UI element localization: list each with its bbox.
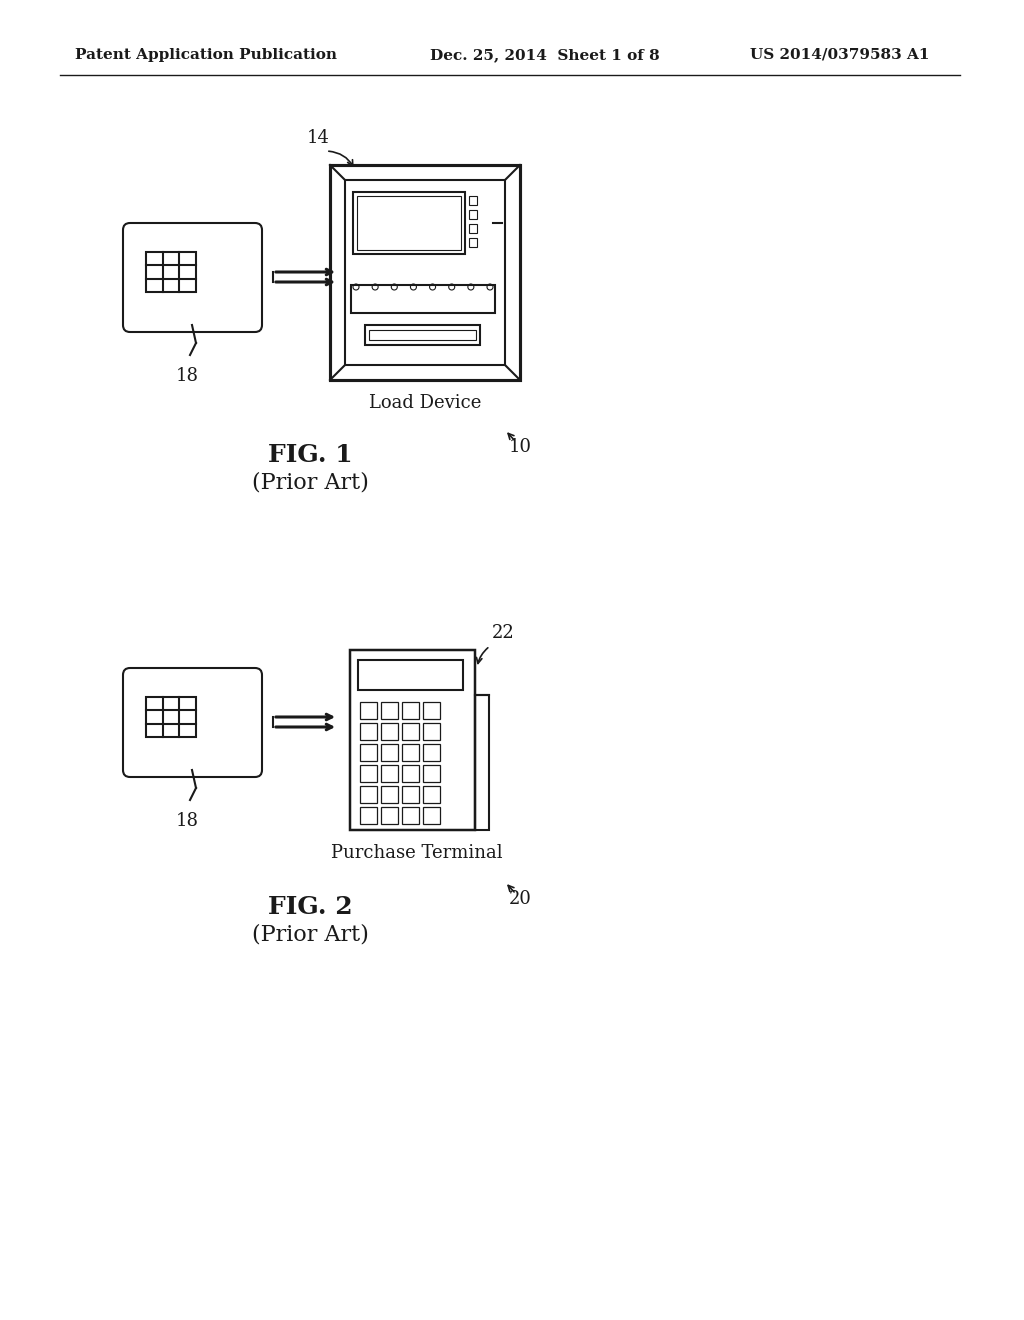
Bar [381, 807, 398, 824]
Text: 20: 20 [509, 890, 531, 908]
Bar [381, 744, 398, 762]
Bar [360, 785, 377, 803]
Text: 10: 10 [509, 438, 531, 455]
Text: Purchase Terminal: Purchase Terminal [331, 843, 503, 862]
Bar [402, 702, 419, 719]
Bar [360, 807, 377, 824]
Text: FIG. 1: FIG. 1 [267, 444, 352, 467]
Text: (Prior Art): (Prior Art) [252, 923, 369, 945]
Bar [146, 252, 196, 292]
Bar [365, 325, 480, 345]
Bar [475, 696, 489, 830]
Bar [360, 723, 377, 741]
Bar [369, 330, 476, 341]
Bar [469, 224, 477, 234]
Bar [381, 723, 398, 741]
Bar [402, 785, 419, 803]
Text: FIG. 2: FIG. 2 [267, 895, 352, 919]
Bar [402, 744, 419, 762]
Bar [469, 238, 477, 247]
Bar [402, 723, 419, 741]
Bar [357, 195, 461, 249]
Bar [469, 210, 477, 219]
Bar [469, 195, 477, 205]
FancyBboxPatch shape [123, 223, 262, 333]
Text: Dec. 25, 2014  Sheet 1 of 8: Dec. 25, 2014 Sheet 1 of 8 [430, 48, 659, 62]
Bar [423, 702, 440, 719]
Bar [402, 807, 419, 824]
Text: US 2014/0379583 A1: US 2014/0379583 A1 [750, 48, 930, 62]
Bar [381, 702, 398, 719]
Text: (Prior Art): (Prior Art) [252, 471, 369, 492]
Bar [402, 766, 419, 781]
Bar [423, 723, 440, 741]
Bar [423, 744, 440, 762]
Bar [360, 766, 377, 781]
Bar [423, 766, 440, 781]
Bar [381, 785, 398, 803]
Bar [358, 660, 463, 690]
Bar [423, 785, 440, 803]
FancyBboxPatch shape [123, 668, 262, 777]
Bar [360, 702, 377, 719]
Bar [353, 191, 465, 253]
Bar [351, 285, 495, 313]
Bar [146, 697, 196, 737]
Text: Load Device: Load Device [369, 393, 481, 412]
Bar [360, 744, 377, 762]
Text: 18: 18 [175, 812, 199, 830]
Bar [330, 165, 520, 380]
Bar [381, 766, 398, 781]
Text: Patent Application Publication: Patent Application Publication [75, 48, 337, 62]
Bar [423, 807, 440, 824]
Bar [345, 180, 505, 366]
Text: 18: 18 [175, 367, 199, 385]
Bar [350, 649, 475, 830]
Text: 14: 14 [306, 129, 330, 147]
Text: 22: 22 [492, 624, 515, 642]
